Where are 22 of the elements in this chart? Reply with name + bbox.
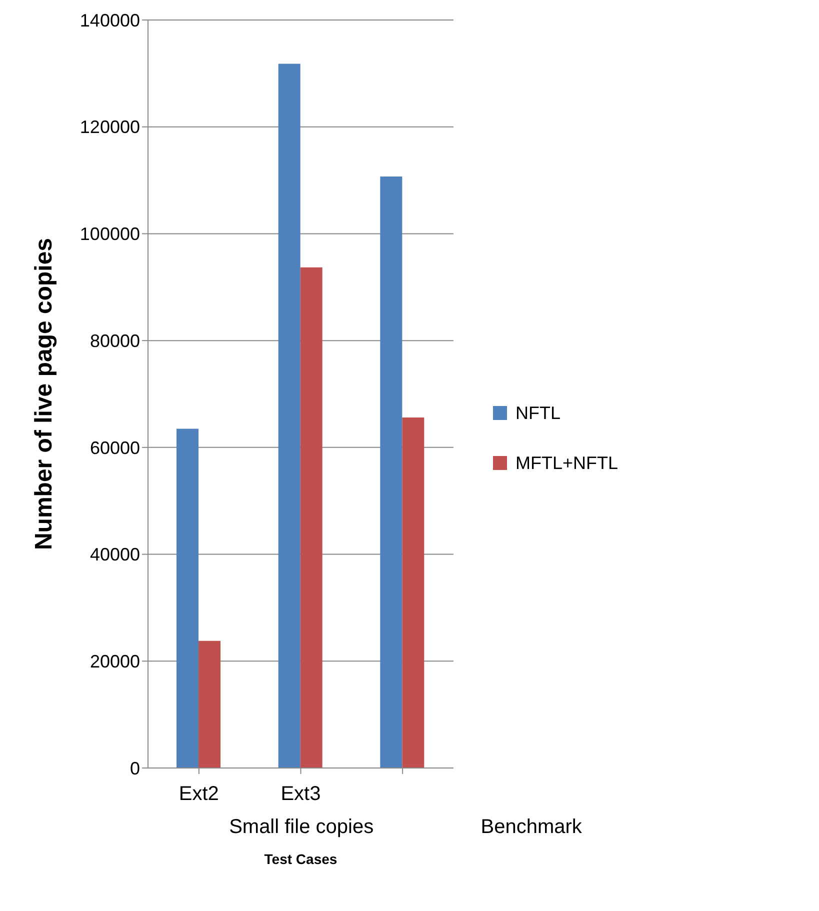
- y-tick-label: 140000: [80, 10, 140, 30]
- y-tick-label: 60000: [90, 438, 140, 458]
- y-tick-label: 120000: [80, 117, 140, 138]
- bar: [402, 418, 424, 768]
- bar: [278, 64, 300, 768]
- legend-label: NFTL: [515, 402, 560, 425]
- y-tick-label: 0: [130, 758, 140, 778]
- legend-label: MFTL+NFTL: [515, 452, 618, 475]
- y-tick-label: 20000: [90, 652, 140, 672]
- bar: [198, 640, 221, 768]
- bar: [176, 428, 199, 768]
- text: Benchmark: [480, 816, 583, 839]
- text: Small file copies: [228, 816, 375, 839]
- x-tick-label: Ext3: [280, 783, 321, 806]
- y-tick-label: 100000: [80, 224, 140, 244]
- y-tick-label: 40000: [90, 544, 140, 565]
- y-tick-label: 80000: [90, 330, 140, 351]
- x-axis-title: Test Cases: [264, 851, 338, 867]
- bar: [300, 267, 322, 768]
- x-tick-label: Ext2: [178, 783, 219, 806]
- y-axis-title: Number of live page copies: [30, 238, 58, 550]
- bar: [380, 176, 402, 768]
